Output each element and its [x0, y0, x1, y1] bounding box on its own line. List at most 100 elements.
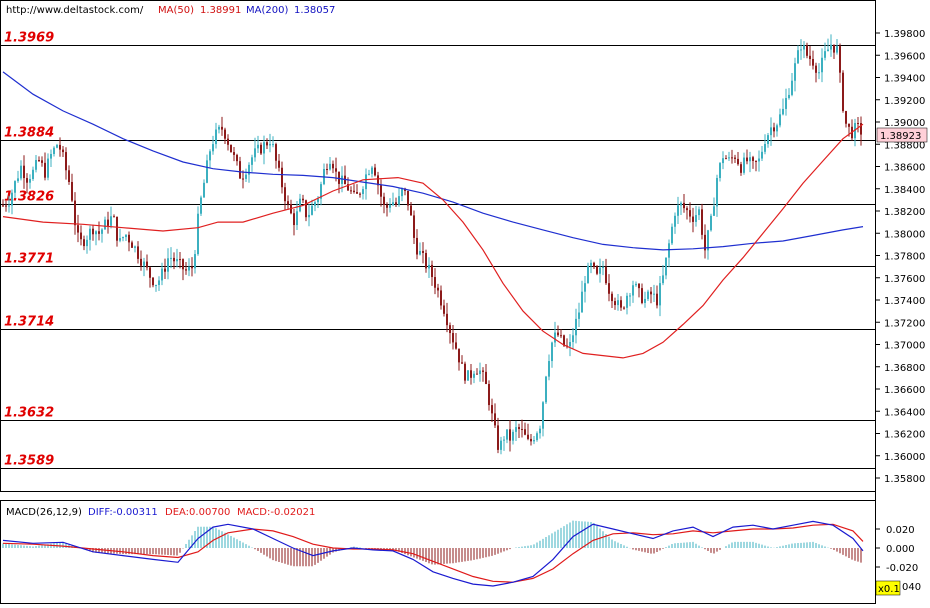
- candle-body: [692, 216, 694, 222]
- candle-body: [821, 57, 823, 73]
- candle-body: [755, 160, 757, 162]
- candle-body: [620, 300, 622, 308]
- candle-body: [815, 65, 817, 73]
- candle-body: [284, 187, 286, 202]
- candle-body: [533, 440, 535, 442]
- candle-body: [485, 371, 487, 385]
- candle-body: [326, 168, 328, 170]
- level-label-3: 1.3771: [4, 252, 54, 267]
- candle-body: [32, 169, 34, 179]
- candle-body: [710, 215, 712, 231]
- candle-body: [257, 144, 259, 149]
- candle-body: [77, 225, 79, 233]
- zoom-indicator-label[interactable]: x0.1: [878, 584, 900, 595]
- candle-body: [674, 215, 676, 227]
- candle-body: [539, 428, 541, 434]
- candle-body: [497, 425, 499, 450]
- candle-body: [734, 157, 736, 159]
- candle-body: [80, 232, 82, 240]
- candle-body: [461, 362, 463, 364]
- candle-body: [368, 173, 370, 175]
- candle-body: [434, 277, 436, 288]
- candle-body: [275, 144, 277, 161]
- candle-body: [572, 335, 574, 343]
- candle-body: [377, 175, 379, 186]
- candle-body: [332, 163, 334, 169]
- candle-body: [239, 161, 241, 179]
- candle-body: [758, 158, 760, 162]
- ma50-value: 1.38991: [200, 5, 241, 16]
- candle-body: [47, 158, 49, 178]
- candle-body: [728, 157, 730, 159]
- candle-body: [614, 301, 616, 306]
- source-url: http://www.deltastock.com/: [6, 5, 144, 16]
- candle-body: [305, 200, 307, 218]
- candle-body: [182, 259, 184, 270]
- candle-body: [509, 429, 511, 441]
- candle-body: [560, 335, 562, 337]
- candle-body: [800, 49, 802, 51]
- candle-body: [386, 204, 388, 208]
- candle-body: [83, 239, 85, 247]
- candle-body: [653, 293, 655, 295]
- candle-body: [722, 158, 724, 164]
- candle-body: [719, 163, 721, 179]
- macd-diff-line: [2, 520, 864, 587]
- candle-body: [449, 325, 451, 334]
- candle-body: [401, 188, 403, 197]
- candle-body: [149, 267, 151, 278]
- price-tick-label: 1.36800: [884, 363, 925, 374]
- candle-body: [782, 108, 784, 115]
- candle-body: [212, 144, 214, 152]
- candle-body: [827, 49, 829, 52]
- candle-body: [389, 204, 391, 208]
- candle-body: [725, 158, 727, 160]
- candle-body: [605, 267, 607, 284]
- candle-body: [242, 178, 244, 180]
- candle-body: [845, 111, 847, 124]
- price-tick-label: 1.38600: [884, 163, 925, 174]
- candle-body: [320, 184, 322, 199]
- candle-body: [113, 216, 115, 218]
- candle-body: [110, 216, 112, 226]
- candle-body: [116, 216, 118, 241]
- candle-body: [596, 266, 598, 274]
- candle-body: [263, 142, 265, 154]
- candle-body: [380, 185, 382, 197]
- candle-body: [71, 181, 73, 201]
- candle-body: [68, 170, 70, 182]
- candle-body: [623, 307, 625, 309]
- ma200-label: MA(200): [246, 5, 288, 16]
- candle-body: [689, 210, 691, 217]
- candle-body: [536, 433, 538, 441]
- candle-body: [194, 254, 196, 269]
- candle-body: [584, 283, 586, 292]
- candle-body: [143, 261, 145, 266]
- level-label-0: 1.3969: [4, 31, 54, 46]
- candle-body: [494, 413, 496, 426]
- candle-body: [425, 252, 427, 269]
- price-tick-label: 1.37800: [884, 252, 925, 263]
- candle-body: [383, 196, 385, 205]
- candle-body: [578, 312, 580, 319]
- current-price-box: [876, 127, 928, 143]
- candle-body: [602, 267, 604, 269]
- candle-body: [125, 234, 127, 238]
- candle-body: [848, 123, 850, 127]
- candle-body: [554, 332, 556, 343]
- candle-body: [224, 129, 226, 139]
- candle-body: [218, 126, 220, 130]
- candle-body: [29, 178, 31, 183]
- candle-body: [665, 257, 667, 276]
- candle-body: [155, 285, 157, 287]
- zoom-indicator-box[interactable]: [875, 580, 901, 596]
- candle-body: [641, 288, 643, 303]
- candle-body: [353, 190, 355, 193]
- candle-body: [662, 275, 664, 284]
- candle-body: [296, 211, 298, 226]
- candle-body: [632, 285, 634, 296]
- candle-body: [308, 214, 310, 218]
- candle-body: [251, 157, 253, 165]
- candle-body: [575, 318, 577, 336]
- candle-body: [773, 127, 775, 132]
